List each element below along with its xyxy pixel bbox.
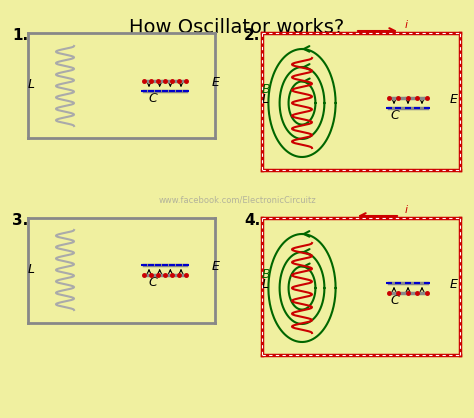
Text: L: L xyxy=(262,93,269,106)
Text: L: L xyxy=(262,278,269,291)
Text: C: C xyxy=(148,92,157,105)
Text: How Oscillator works?: How Oscillator works? xyxy=(129,18,345,37)
Text: i: i xyxy=(405,20,408,30)
Text: C: C xyxy=(390,294,399,307)
Text: 2.: 2. xyxy=(244,28,260,43)
Text: www.facebook.com/ElectronicCircuitz: www.facebook.com/ElectronicCircuitz xyxy=(158,196,316,204)
Text: E: E xyxy=(450,93,458,106)
Text: L: L xyxy=(28,78,35,91)
Text: C: C xyxy=(148,276,157,289)
Text: 4.: 4. xyxy=(244,213,260,228)
Text: 1.: 1. xyxy=(12,28,28,43)
Text: B: B xyxy=(262,268,271,281)
Text: 3.: 3. xyxy=(12,213,28,228)
Text: E: E xyxy=(212,260,220,273)
Text: C: C xyxy=(390,109,399,122)
Text: B: B xyxy=(262,83,271,96)
Text: E: E xyxy=(450,278,458,291)
Text: L: L xyxy=(28,263,35,276)
Text: i: i xyxy=(405,205,408,215)
Text: E: E xyxy=(212,76,220,89)
